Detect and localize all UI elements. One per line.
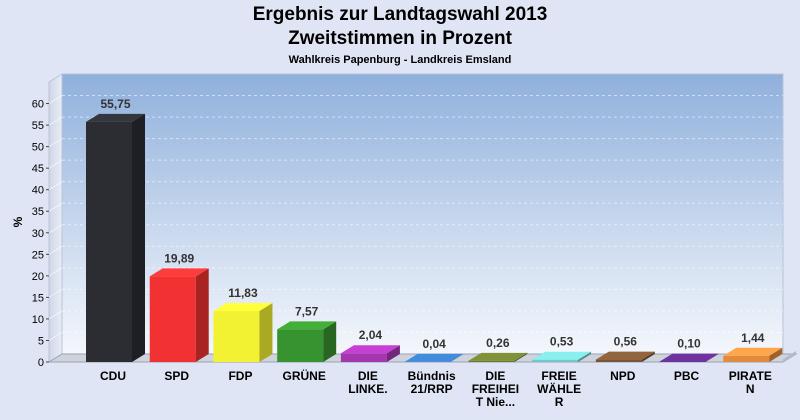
bar (468, 360, 515, 362)
y-tick-label: 10 (32, 314, 44, 326)
y-tick-label: 30 (32, 228, 44, 240)
bar-side (259, 303, 273, 362)
bar-side (705, 353, 719, 362)
data-label: 2,04 (359, 328, 383, 342)
plot-side-wall (48, 73, 63, 363)
x-tick-label: GRÜNE (283, 368, 326, 383)
bar-side (450, 353, 464, 362)
plot-floor-edge (783, 351, 796, 362)
gridline-wall (48, 245, 63, 255)
gridline-wall (48, 288, 63, 298)
gridline-wall (48, 159, 63, 169)
x-tick-label: T Nie... (476, 395, 515, 409)
gridline-wall (48, 267, 63, 277)
y-tick-label: 20 (32, 271, 44, 283)
bar-top (404, 353, 464, 362)
y-tick-label: 5 (38, 335, 44, 347)
x-tick-label: DIE (358, 369, 378, 383)
chart-title: Ergebnis zur Landtagswahl 2013 (252, 4, 548, 25)
gridline-wall (48, 95, 63, 104)
bar-side (132, 113, 145, 362)
bar-side (641, 351, 655, 362)
data-label: 19,89 (164, 251, 194, 265)
x-tick-label: FREIE (541, 369, 576, 383)
data-label: 0,53 (550, 335, 574, 349)
chart-caption: Wahlkreis Papenburg - Landkreis Emsland (288, 54, 512, 66)
chart-subtitle: Zweitstimmen in Prozent (288, 28, 512, 49)
x-tick-label: DIE (485, 369, 505, 383)
bar-side (386, 345, 400, 362)
x-tick-label: SPD (164, 369, 189, 383)
bar (86, 121, 132, 362)
x-tick-label: FREIHEI (472, 382, 519, 396)
y-tick-label: 35 (32, 206, 44, 218)
data-label: 0,10 (677, 337, 701, 351)
bar (723, 355, 770, 362)
bar-top (532, 351, 592, 360)
bar (340, 353, 387, 362)
gridline-wall (48, 138, 63, 148)
data-label: 7,57 (295, 304, 319, 318)
bar (149, 276, 196, 362)
gridline-wall (48, 224, 63, 234)
bar-top (149, 268, 209, 277)
y-tick-label: 55 (32, 120, 44, 132)
x-tick-label: N (746, 382, 755, 396)
bar-side (514, 352, 528, 362)
bar-side (769, 347, 783, 362)
bar (213, 311, 260, 362)
data-label: 11,83 (228, 286, 258, 300)
x-tick-label: Bündnis (408, 369, 456, 383)
x-tick-label: WÄHLE (537, 381, 581, 396)
bar-top (468, 352, 528, 361)
x-tick-label: LINKE. (348, 382, 387, 396)
bar-top (86, 113, 145, 122)
bar-side (195, 268, 209, 362)
x-tick-label: PIRATE (729, 369, 772, 383)
x-tick-label: NPD (610, 369, 636, 383)
bar-top (595, 351, 655, 360)
bar-top (213, 303, 273, 312)
data-label: 55,75 (100, 97, 130, 111)
y-tick-label: 50 (32, 142, 44, 154)
x-tick-label: R (555, 395, 564, 409)
bar-side (323, 321, 337, 362)
gridline-wall (48, 181, 63, 191)
bar-top (723, 347, 783, 356)
data-label: 0,56 (614, 335, 638, 349)
gridline-wall (48, 116, 63, 126)
bar (277, 329, 324, 362)
y-tick-label: 40 (32, 185, 44, 197)
data-label: 0,04 (422, 337, 446, 351)
y-tick-label: 15 (32, 292, 44, 304)
x-tick-label: PBC (674, 369, 700, 383)
bar-top (340, 345, 400, 354)
gridline-wall (48, 310, 63, 320)
bar-top (659, 353, 719, 362)
gridline-wall (48, 202, 63, 212)
y-tick-label: 0 (38, 357, 44, 369)
y-tick-label: 45 (32, 163, 44, 175)
data-label: 0,26 (486, 336, 510, 350)
x-tick-label: CDU (100, 369, 126, 383)
y-axis-label: % (11, 216, 25, 227)
data-label: 1,44 (741, 331, 765, 345)
bar (595, 359, 642, 362)
y-tick-label: 60 (32, 99, 44, 111)
bar (532, 359, 579, 362)
bar-top (277, 321, 337, 330)
gridline-wall (48, 332, 63, 341)
y-tick-label: 25 (32, 249, 44, 261)
x-tick-label: FDP (228, 369, 252, 383)
bar-side (578, 351, 592, 362)
x-tick-label: 21/RRP (411, 382, 453, 396)
